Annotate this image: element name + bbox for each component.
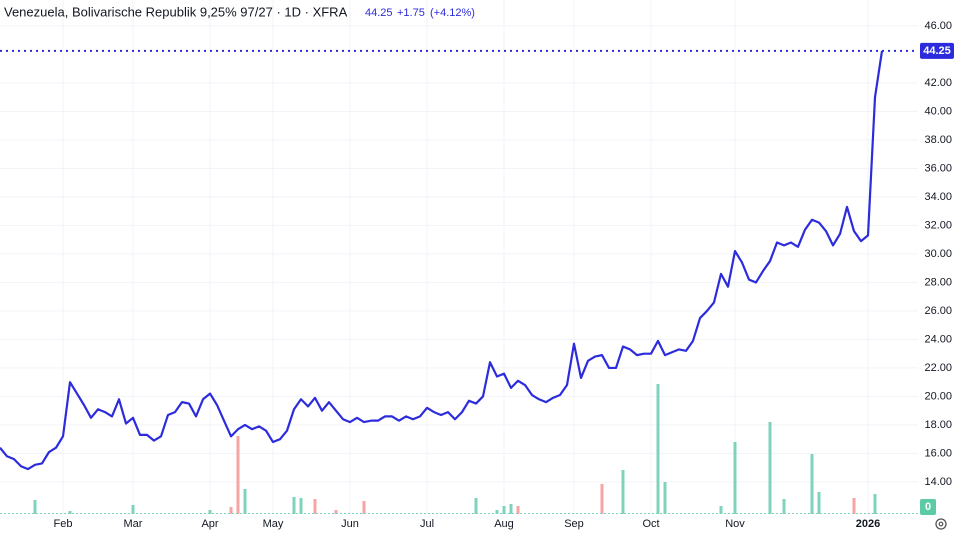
price-line — [0, 50, 884, 471]
y-tick-label: 46.00 — [924, 20, 952, 32]
volume-bar — [873, 494, 877, 514]
y-tick-label: 36.00 — [924, 162, 952, 174]
volume-bar — [509, 504, 513, 514]
volume-bar — [68, 511, 72, 514]
chart-title: Venezuela, Bolivarische Republik 9,25% 9… — [4, 4, 348, 19]
x-tick-label: Apr — [201, 518, 218, 530]
y-tick-label: 32.00 — [924, 219, 952, 231]
x-tick-label: 2026 — [856, 518, 880, 530]
y-tick-label: 38.00 — [924, 134, 952, 146]
y-tick-label: 34.00 — [924, 191, 952, 203]
x-tick-label: Jul — [420, 518, 434, 530]
volume-bar — [733, 442, 737, 514]
volume-bar — [600, 484, 604, 514]
volume-bar — [313, 499, 317, 514]
volume-bar — [229, 507, 233, 514]
y-tick-label: 14.00 — [924, 476, 952, 488]
volume-bar — [502, 506, 506, 514]
y-tick-label: 26.00 — [924, 305, 952, 317]
volume-bar — [299, 498, 303, 514]
volume-bar — [663, 482, 667, 514]
gear-ring — [935, 518, 947, 530]
volume-bar — [656, 384, 660, 514]
volume-bar — [33, 500, 37, 514]
price-change: +1.75 — [397, 7, 425, 19]
volume-bar — [236, 436, 240, 514]
x-tick-label: Sep — [564, 518, 584, 530]
last-price-label: 44.25 — [923, 45, 951, 57]
price-change-pct: (+4.12%) — [430, 7, 475, 19]
y-tick-label: 42.00 — [924, 77, 952, 89]
y-tick-label: 16.00 — [924, 447, 952, 459]
volume-bar — [719, 506, 723, 514]
y-tick-label: 30.00 — [924, 248, 952, 260]
volume-bar — [768, 422, 772, 514]
x-tick-label: Nov — [725, 518, 745, 530]
volume-bar — [495, 510, 499, 514]
grid — [0, 0, 918, 514]
volume-tag — [920, 499, 936, 515]
last-price: 44.25 — [365, 7, 393, 19]
settings-icon[interactable] — [935, 518, 947, 530]
volume-bar — [852, 498, 856, 514]
volume-label: 0 — [925, 501, 931, 513]
volume-bar — [516, 506, 520, 514]
volume-bar — [208, 510, 212, 514]
volume-bar — [817, 492, 821, 514]
volume-bar — [131, 505, 135, 514]
x-tick-label: Jun — [341, 518, 359, 530]
y-tick-label: 18.00 — [924, 419, 952, 431]
last-price-tag — [920, 42, 954, 59]
volume-bar — [782, 499, 786, 514]
volume-bar — [243, 489, 247, 514]
x-tick-label: Mar — [124, 518, 143, 530]
y-tick-label: 22.00 — [924, 362, 952, 374]
x-tick-label: May — [263, 518, 284, 530]
y-tick-label: 28.00 — [924, 276, 952, 288]
volume-bar — [362, 501, 366, 514]
y-tick-label: 20.00 — [924, 390, 952, 402]
y-tick-label: 24.00 — [924, 333, 952, 345]
volume-bar — [810, 454, 814, 514]
gear-hub — [938, 521, 944, 527]
x-tick-label: Aug — [494, 518, 514, 530]
volume-bar — [474, 498, 478, 514]
volume-bar — [334, 510, 338, 514]
x-tick-label: Feb — [54, 518, 73, 530]
volume-bar — [621, 470, 625, 514]
volume-bar — [292, 497, 296, 514]
y-tick-label: 40.00 — [924, 105, 952, 117]
x-tick-label: Oct — [642, 518, 659, 530]
